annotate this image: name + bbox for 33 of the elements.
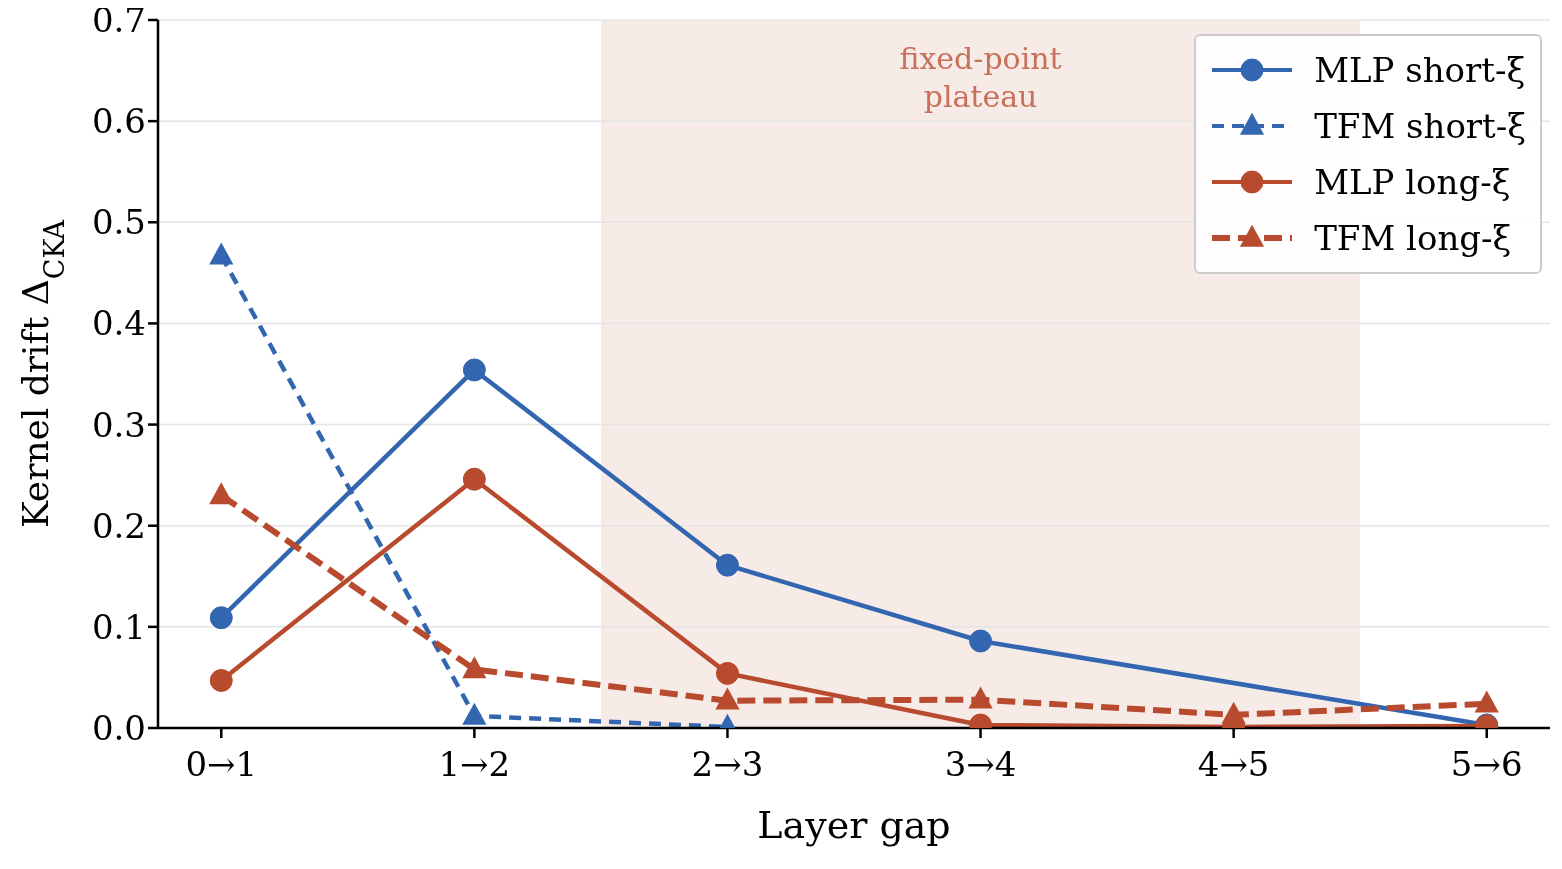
point	[715, 661, 739, 685]
point	[968, 686, 993, 709]
legend-label: TFM long-ξ	[1314, 218, 1512, 258]
y-tick-label: 0.6	[91, 101, 146, 142]
legend-label: TFM short-ξ	[1314, 106, 1526, 146]
x-axis-title: Layer gap	[757, 803, 951, 847]
x-tick-label: 1→2	[438, 744, 511, 785]
y-tick-label: 0.3	[91, 404, 146, 445]
point	[462, 656, 487, 679]
point	[715, 553, 739, 577]
point	[209, 482, 234, 505]
point	[715, 687, 740, 710]
legend-label: MLP short-ξ	[1314, 50, 1526, 90]
y-tick-label: 0.1	[91, 606, 146, 647]
point	[1474, 690, 1499, 713]
x-tick-label: 0→1	[185, 744, 258, 785]
x-tick-label: 5→6	[1450, 744, 1523, 785]
y-tick-label: 0.4	[91, 303, 146, 344]
x-tick-label: 4→5	[1197, 744, 1270, 785]
legend-label: MLP long-ξ	[1314, 162, 1511, 202]
point	[209, 668, 233, 692]
point	[462, 467, 486, 491]
point	[462, 702, 487, 725]
annotation: fixed-point plateau	[898, 40, 1063, 116]
y-tick-label: 0.5	[91, 202, 146, 243]
point	[1221, 701, 1246, 724]
point	[209, 606, 233, 630]
x-tick-label: 2→3	[691, 744, 764, 785]
point	[969, 629, 993, 653]
y-tick-label: 0.0	[91, 708, 146, 749]
point	[462, 358, 486, 382]
y-tick-label: 0.2	[91, 505, 146, 546]
x-tick-label: 3→4	[944, 744, 1017, 785]
